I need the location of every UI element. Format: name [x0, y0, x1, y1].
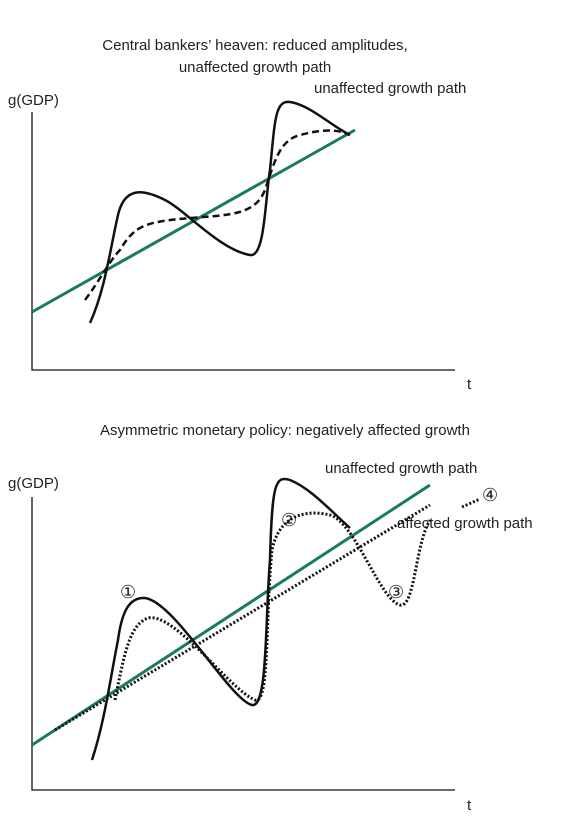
marker: ①: [120, 582, 136, 602]
top-title: unaffected growth path: [179, 59, 331, 76]
marker: ③: [388, 582, 404, 602]
dampened-cycle: [83, 129, 351, 301]
growth-path: [31, 483, 431, 747]
affected-path: [54, 503, 431, 732]
x-label: t: [467, 797, 472, 814]
bottom-title: Asymmetric monetary policy: negatively a…: [100, 422, 470, 439]
cycle: [88, 100, 351, 324]
x-label: t: [467, 376, 472, 393]
asymmetric-cycle: [113, 511, 432, 702]
y-label: g(GDP): [8, 92, 59, 109]
cycle: [90, 477, 351, 761]
affected-path-extension: [461, 497, 481, 509]
axes: [31, 497, 455, 791]
marker: ②: [281, 510, 297, 530]
y-label: g(GDP): [8, 475, 59, 492]
marker: ④: [482, 485, 498, 505]
top-title: Central bankers’ heaven: reduced amplitu…: [102, 37, 407, 54]
affected-label: affected growth path: [397, 515, 533, 532]
trend-label: unaffected growth path: [325, 460, 477, 477]
trend-label: unaffected growth path: [314, 80, 466, 97]
axes: [31, 112, 455, 371]
